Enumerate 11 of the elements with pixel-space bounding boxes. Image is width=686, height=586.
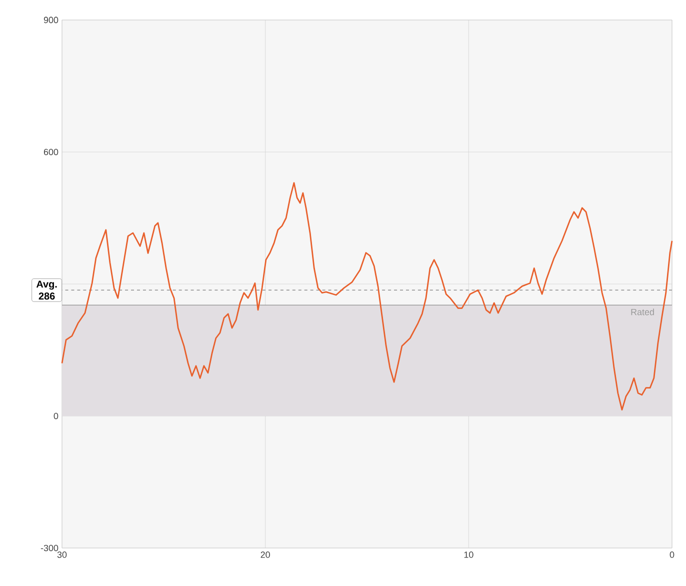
x-tick-label: 0 [670,552,674,558]
ref-line-label: Avg. 286 [36,280,57,300]
x-tick-label: 30 [57,552,67,558]
x-tick-label: 20 [260,552,270,558]
ref-line-label: Rated [631,308,654,316]
x-tick-label: 10 [464,552,474,558]
y-tick-label: -300 [40,544,58,552]
y-tick-label: 0 [54,412,58,420]
line-series [61,182,673,411]
y-tick-label: 600 [44,148,58,156]
y-tick-label: 900 [44,16,58,24]
